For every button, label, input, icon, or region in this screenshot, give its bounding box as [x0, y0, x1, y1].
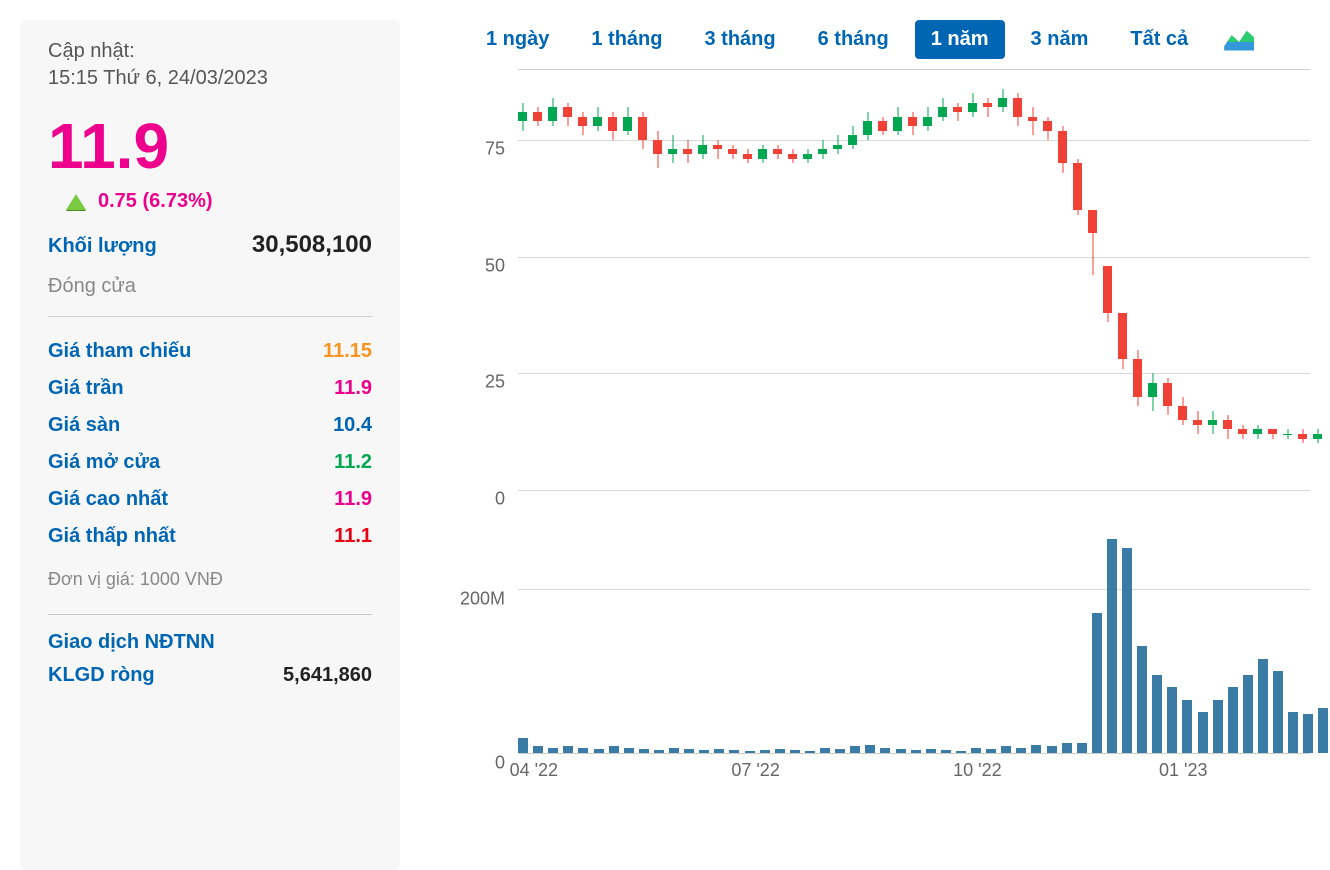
- volume-plot: [518, 523, 1310, 753]
- stat-row: Giá tham chiếu 11.15: [48, 333, 372, 370]
- x-tick-label: 07 '22: [731, 760, 779, 781]
- chart-panel: 1 ngày 1 tháng 3 tháng 6 tháng 1 năm 3 nămTất…: [400, 20, 1310, 870]
- stat-label: Giá mở cửa: [48, 451, 160, 474]
- volume-bar: [1062, 743, 1072, 753]
- divider: [48, 316, 372, 317]
- volume-bar: [1288, 712, 1298, 753]
- price-unit: Đơn vị giá: 1000 VNĐ: [48, 569, 372, 590]
- volume-bar: [1152, 675, 1162, 753]
- stat-value: 10.4: [333, 414, 372, 437]
- stat-label: Giá tham chiếu: [48, 340, 191, 363]
- stat-row: Giá mở cửa 11.2: [48, 444, 372, 481]
- stat-value: 11.2: [334, 451, 372, 474]
- volume-y-axis: 0200M: [450, 523, 505, 753]
- y-tick-label: 0: [450, 753, 505, 774]
- y-tick-label: 75: [450, 139, 505, 160]
- stat-value: 11.9: [334, 488, 372, 511]
- divider: [48, 614, 372, 615]
- update-time: 15:15 Thứ 6, 24/03/2023: [48, 67, 372, 90]
- volume-bar: [1182, 700, 1192, 753]
- x-tick-label: 01 '23: [1159, 760, 1207, 781]
- stat-label: Giá sàn: [48, 414, 120, 437]
- net-volume-row: KLGD ròng 5,641,860: [48, 664, 372, 687]
- range-tab-1-tháng[interactable]: 1 tháng: [575, 20, 678, 59]
- range-tab-6-tháng[interactable]: 6 tháng: [802, 20, 905, 59]
- market-status: Đóng cửa: [48, 275, 372, 298]
- volume-chart: 0200M: [460, 523, 1310, 753]
- volume-bar: [1092, 613, 1102, 753]
- volume-bar: [1258, 659, 1268, 753]
- stats-list: Giá tham chiếu 11.15 Giá trần 11.9 Giá sàn 10…: [48, 333, 372, 555]
- volume-value: 30,508,100: [252, 231, 372, 259]
- volume-bar: [1318, 708, 1328, 753]
- price-change: 0.75 (6.73%): [98, 190, 213, 213]
- stat-label: Giá thấp nhất: [48, 525, 176, 548]
- range-tab-3-năm[interactable]: 3 năm: [1015, 20, 1105, 59]
- volume-bar: [1243, 675, 1253, 753]
- x-tick-label: 10 '22: [953, 760, 1001, 781]
- volume-bar: [1137, 646, 1147, 753]
- stat-row: Giá thấp nhất 11.1: [48, 518, 372, 555]
- quote-panel: Cập nhật: 15:15 Thứ 6, 24/03/2023 11.9 0…: [20, 20, 400, 870]
- stat-label: Giá trần: [48, 377, 124, 400]
- volume-bar: [1303, 714, 1313, 753]
- stat-row: Giá sàn 10.4: [48, 407, 372, 444]
- stat-value: 11.15: [323, 340, 372, 363]
- time-range-tabs: 1 ngày 1 tháng 3 tháng 6 tháng 1 năm 3 nămTất…: [470, 20, 1310, 59]
- volume-bar: [1107, 539, 1117, 753]
- y-tick-label: 25: [450, 372, 505, 393]
- price-change-row: 0.75 (6.73%): [48, 190, 372, 213]
- stat-label: Giá cao nhất: [48, 488, 168, 511]
- y-tick-label: 0: [450, 489, 505, 510]
- update-label: Cập nhật:: [48, 40, 372, 63]
- volume-bar: [865, 745, 875, 753]
- volume-bar: [1077, 743, 1087, 753]
- x-axis: 04 '2207 '2210 '2201 '23: [518, 753, 1310, 783]
- volume-bar: [1031, 745, 1041, 753]
- stat-value: 11.9: [334, 377, 372, 400]
- volume-bar: [1273, 671, 1283, 753]
- range-tab-3-tháng[interactable]: 3 tháng: [688, 20, 791, 59]
- volume-label: Khối lượng: [48, 235, 157, 258]
- volume-bar: [1228, 687, 1238, 753]
- range-tab-1-ngày[interactable]: 1 ngày: [470, 20, 565, 59]
- y-tick-label: 50: [450, 255, 505, 276]
- net-volume-value: 5,641,860: [283, 664, 372, 687]
- net-volume-label: KLGD ròng: [48, 664, 155, 687]
- volume-bar: [518, 738, 528, 753]
- price-y-axis: 0255075: [450, 69, 505, 489]
- volume-bar: [1167, 687, 1177, 753]
- stat-value: 11.1: [334, 525, 372, 548]
- y-tick-label: 200M: [450, 588, 505, 609]
- price-plot: [518, 69, 1310, 489]
- volume-bar: [1198, 712, 1208, 753]
- chart-type-icon[interactable]: [1224, 29, 1254, 51]
- volume-row: Khối lượng 30,508,100: [48, 231, 372, 259]
- stat-row: Giá trần 11.9: [48, 370, 372, 407]
- price-chart: 0255075: [460, 69, 1310, 489]
- last-price: 11.9: [48, 114, 372, 178]
- stat-row: Giá cao nhất 11.9: [48, 481, 372, 518]
- arrow-up-icon: [66, 194, 86, 210]
- x-tick-label: 04 '22: [510, 760, 558, 781]
- range-tab-1-năm[interactable]: 1 năm: [915, 20, 1005, 59]
- volume-bar: [1122, 548, 1132, 753]
- foreign-trade-header: Giao dịch NĐTNN: [48, 631, 372, 654]
- volume-bar: [1213, 700, 1223, 753]
- range-tab-Tất-cả[interactable]: Tất cả: [1114, 20, 1204, 59]
